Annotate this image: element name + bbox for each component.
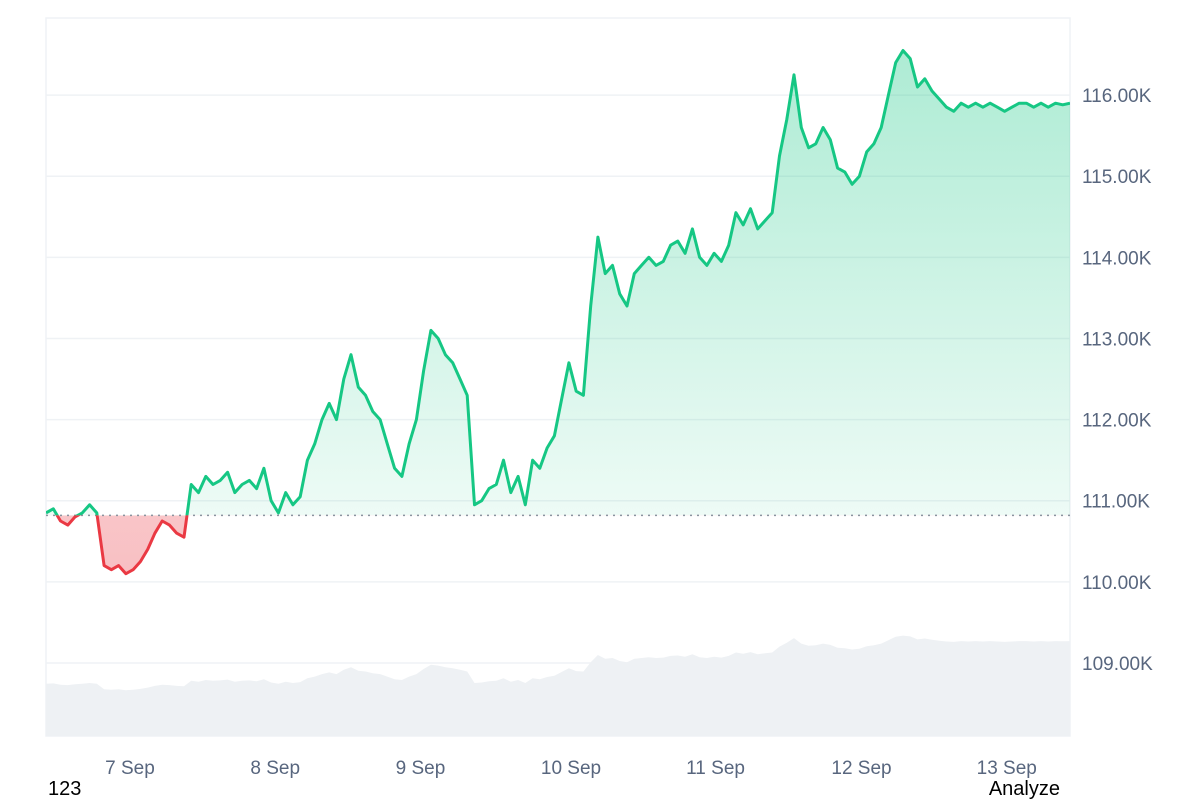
- footer-left-label: 123: [48, 778, 82, 800]
- y-tick-label: 116.00K: [1082, 86, 1152, 107]
- y-tick-label: 110.00K: [1082, 573, 1152, 594]
- x-tick-label: 9 Sep: [396, 758, 446, 779]
- y-tick-label: 114.00K: [1082, 248, 1152, 269]
- x-tick-label: 11 Sep: [686, 758, 745, 779]
- analyze-link[interactable]: Analyze: [988, 778, 1060, 800]
- area-fill-down: [46, 515, 1070, 574]
- volume-area: [46, 635, 1070, 736]
- x-tick-label: 8 Sep: [250, 758, 300, 779]
- y-tick-label: 111.00K: [1082, 492, 1150, 513]
- x-tick-label: 7 Sep: [105, 758, 155, 779]
- x-axis-ticks: 7 Sep 8 Sep 9 Sep 10 Sep 11 Sep 12 Sep 13 Sep: [105, 758, 1037, 779]
- x-tick-label: 12 Sep: [831, 758, 891, 779]
- y-tick-label: 113.00K: [1082, 329, 1152, 350]
- area-fill-up: [46, 50, 1070, 516]
- volume-shape: [46, 635, 1070, 736]
- price-line-up: [46, 49, 1070, 516]
- y-tick-label: 115.00K: [1082, 167, 1152, 188]
- y-axis-ticks: 109.00K 110.00K 111.00K 112.00K 113.00K 114.0…: [1082, 86, 1153, 675]
- y-tick-label: 109.00K: [1082, 654, 1153, 675]
- price-area-fill: [46, 50, 1070, 574]
- y-tick-label: 112.00K: [1082, 411, 1152, 432]
- price-line: [46, 49, 1070, 576]
- x-tick-label: 13 Sep: [977, 758, 1037, 779]
- x-tick-label: 10 Sep: [541, 758, 601, 779]
